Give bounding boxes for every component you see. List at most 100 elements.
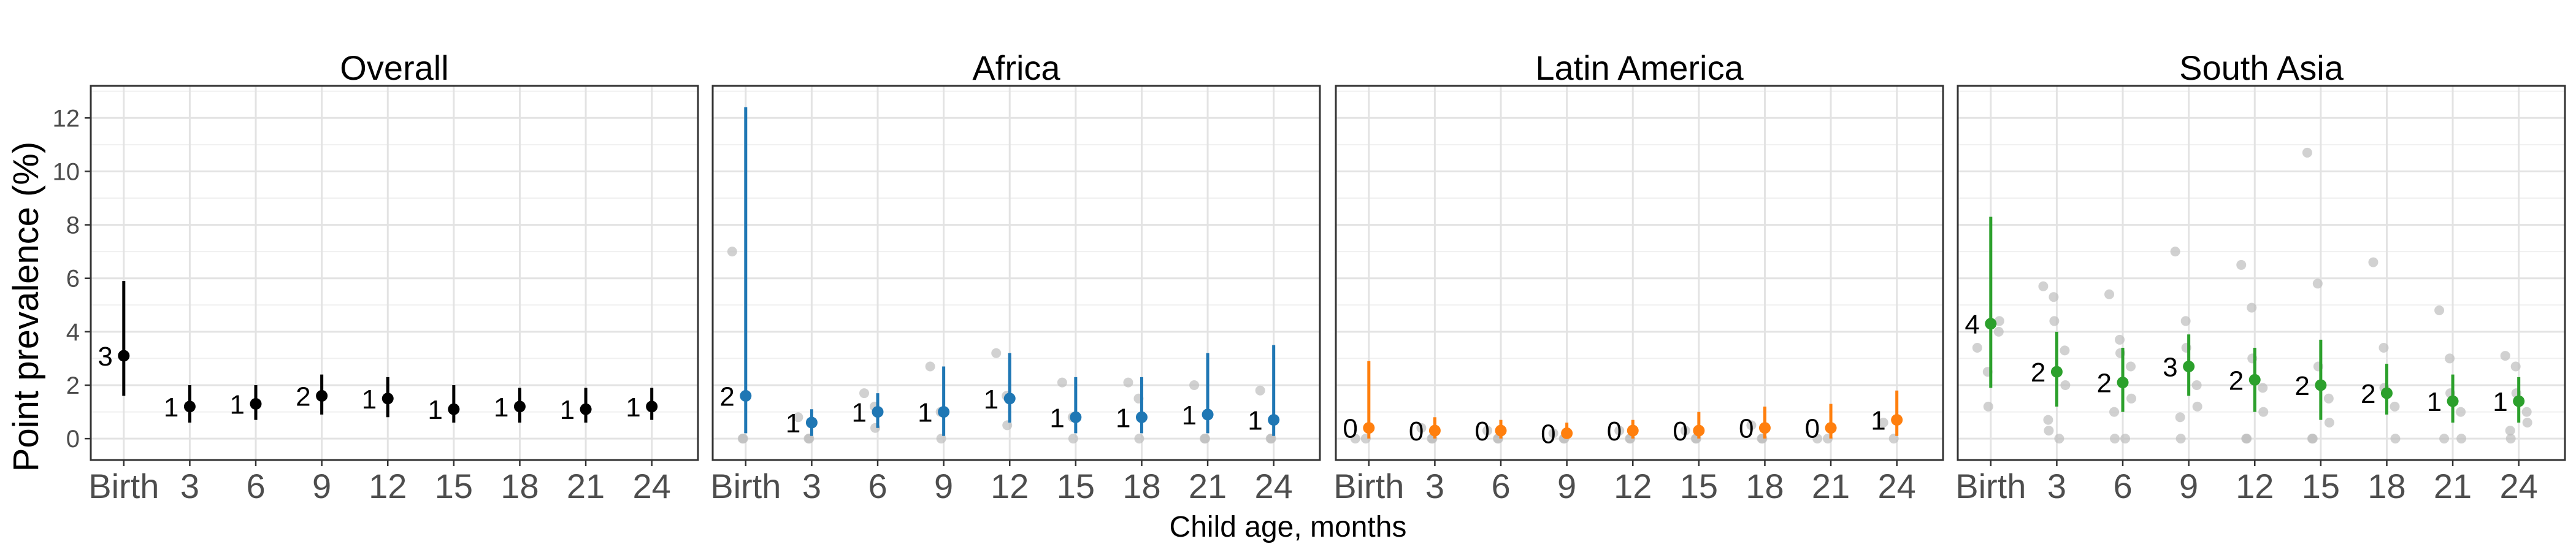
x-tick-label: 24 <box>2500 467 2538 505</box>
panel-title: Latin America <box>1535 48 1744 87</box>
site-point <box>1614 426 1625 436</box>
panel-border <box>1957 85 2566 461</box>
point-label: 0 <box>1805 414 1820 444</box>
point-label: 1 <box>1871 406 1885 436</box>
site-point <box>1972 343 1982 353</box>
site-point <box>1416 423 1427 433</box>
y-tick-label: 10 <box>53 158 80 185</box>
x-axis-title: Child age, months <box>1170 511 1407 543</box>
site-point <box>2126 361 2136 372</box>
point-label: 2 <box>2361 379 2375 409</box>
estimate-point <box>448 403 460 415</box>
site-point <box>2236 259 2247 270</box>
site-point <box>2175 434 2186 444</box>
estimate-point <box>580 403 592 415</box>
x-tick-label: 21 <box>2434 467 2472 505</box>
point-label: 2 <box>719 381 734 412</box>
site-point <box>1994 316 2004 326</box>
estimate-point <box>316 389 328 402</box>
site-point <box>2049 292 2059 302</box>
site-point <box>2500 351 2510 361</box>
site-point <box>859 388 870 399</box>
estimate-point <box>1825 422 1837 434</box>
site-point <box>2521 407 2532 417</box>
site-point <box>2302 147 2312 158</box>
site-point <box>2192 401 2202 412</box>
estimate-point <box>1627 424 1639 437</box>
estimate-point <box>805 416 818 429</box>
panel-area <box>1336 86 1943 460</box>
x-tick-label: 21 <box>1812 467 1850 505</box>
x-tick-label: 9 <box>2179 467 2198 505</box>
point-label: 1 <box>164 393 178 423</box>
point-label: 1 <box>852 398 867 428</box>
site-point <box>2505 434 2516 444</box>
site-point <box>936 434 946 444</box>
x-tick-label: 12 <box>1614 467 1652 505</box>
x-tick-label: 15 <box>1680 467 1718 505</box>
x-tick-label: 18 <box>500 467 539 505</box>
x-tick-label: Birth <box>1333 467 1404 505</box>
point-label: 1 <box>1182 401 1197 431</box>
x-tick-label: 15 <box>435 467 473 505</box>
estimate-point <box>872 406 884 418</box>
x-tick-label: 3 <box>802 467 821 505</box>
x-tick-label: Birth <box>1955 467 2026 505</box>
estimate-point <box>1495 424 1507 437</box>
site-point <box>1057 377 1067 388</box>
site-point <box>2522 418 2532 427</box>
site-point <box>2060 345 2070 356</box>
site-point <box>727 247 737 257</box>
point-label: 1 <box>626 393 640 423</box>
site-point <box>2110 434 2120 444</box>
site-point <box>1746 420 1757 431</box>
site-point <box>2115 334 2125 345</box>
site-point <box>804 434 815 444</box>
estimate-point <box>1268 414 1280 426</box>
estimate-point <box>2117 377 2129 389</box>
y-tick-label: 6 <box>66 266 80 293</box>
site-point <box>2247 302 2257 313</box>
site-point <box>1255 385 1265 396</box>
point-label: 0 <box>1739 414 1754 444</box>
x-tick-label: 24 <box>633 467 671 505</box>
estimate-point <box>183 401 196 413</box>
point-label: 0 <box>1541 419 1555 449</box>
point-label: 1 <box>362 385 377 415</box>
x-tick-label: 15 <box>1057 467 1095 505</box>
site-point <box>2049 316 2060 326</box>
point-label: 0 <box>1475 416 1490 447</box>
panel-area <box>91 86 698 460</box>
estimate-point <box>1135 411 1148 423</box>
site-point <box>2175 412 2185 423</box>
y-tick-label: 12 <box>53 105 80 132</box>
point-label: 1 <box>2493 387 2507 417</box>
site-point <box>2323 393 2334 404</box>
panel-title: Overall <box>340 48 448 87</box>
point-label: 1 <box>2427 387 2442 417</box>
panel-title: Africa <box>972 48 1060 87</box>
point-label: 0 <box>1607 416 1622 447</box>
estimate-point <box>250 398 262 410</box>
site-point <box>2505 426 2515 436</box>
estimate-point <box>1891 414 1903 426</box>
site-point <box>793 412 803 423</box>
x-tick-label: 24 <box>1878 467 1916 505</box>
point-label: 2 <box>296 381 310 412</box>
y-tick-label: 4 <box>66 319 80 346</box>
site-point <box>2510 361 2521 372</box>
panel-latin-america: Latin America Birth 3 6 9 12 15 18 21 24 0 0 0 0 0 0 0 0 1 <box>1333 48 1944 505</box>
point-label: 1 <box>494 393 508 423</box>
estimate-point <box>2183 361 2195 372</box>
x-tick-label: 9 <box>934 467 953 505</box>
estimate-point <box>740 389 752 402</box>
point-label: 1 <box>427 395 442 425</box>
x-tick-label: 21 <box>1189 467 1227 505</box>
estimate-point <box>2447 395 2459 407</box>
estimate-point <box>1363 422 1375 434</box>
point-label: 0 <box>1409 416 1424 447</box>
site-point <box>2456 434 2467 444</box>
